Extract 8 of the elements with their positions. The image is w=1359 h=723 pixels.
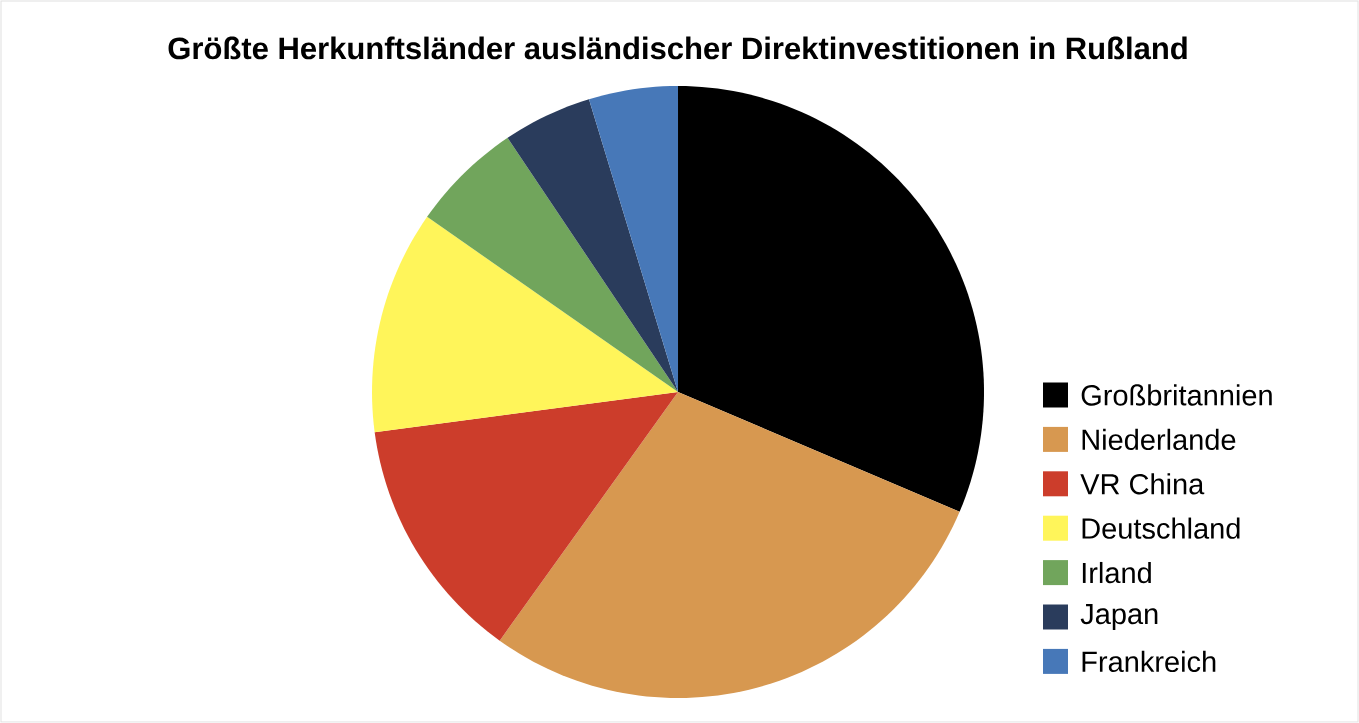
legend-label: Deutschland	[1082, 517, 1240, 539]
legend-label: Niederlande	[1082, 428, 1236, 451]
legend-label: VR China	[1080, 473, 1205, 495]
legend-label: Japan	[1080, 604, 1158, 630]
chart-title: Größte Herkunftsländer ausländischer Direktinvestitionen in Rußland	[168, 36, 1187, 60]
legend-label: Frankreich	[1082, 650, 1216, 673]
legend-label: Großbritannien	[1081, 384, 1272, 406]
legend-label: Irland	[1082, 561, 1151, 584]
